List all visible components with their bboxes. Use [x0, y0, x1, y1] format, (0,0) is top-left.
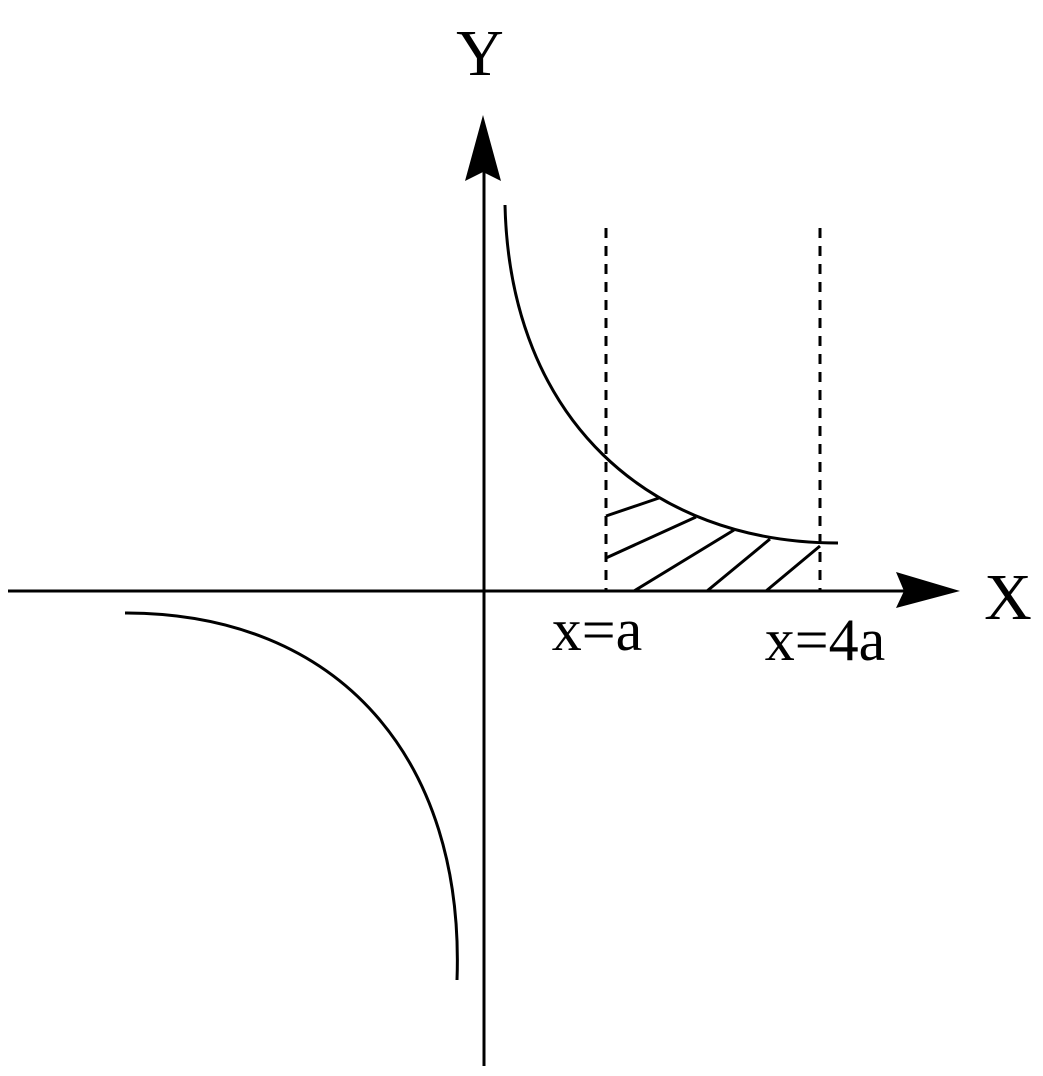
hatch-line: [605, 515, 697, 560]
hatch-line: [605, 496, 660, 518]
hatch-line: [765, 544, 821, 593]
line-4a-label: x=4a: [765, 607, 885, 673]
hyperbola-branch-first-quadrant: [503, 204, 839, 545]
hatch-line: [633, 528, 735, 593]
hyperbola-branch-third-quadrant: [124, 611, 459, 981]
x-axis-arrowhead: [896, 572, 960, 608]
x-axis-label: X: [984, 561, 1032, 634]
line-a-label: x=a: [552, 597, 642, 663]
shaded-area-hatching: [605, 496, 821, 593]
y-axis-arrowhead: [465, 115, 501, 181]
hatch-line: [706, 537, 771, 593]
y-axis-label: Y: [456, 17, 504, 90]
